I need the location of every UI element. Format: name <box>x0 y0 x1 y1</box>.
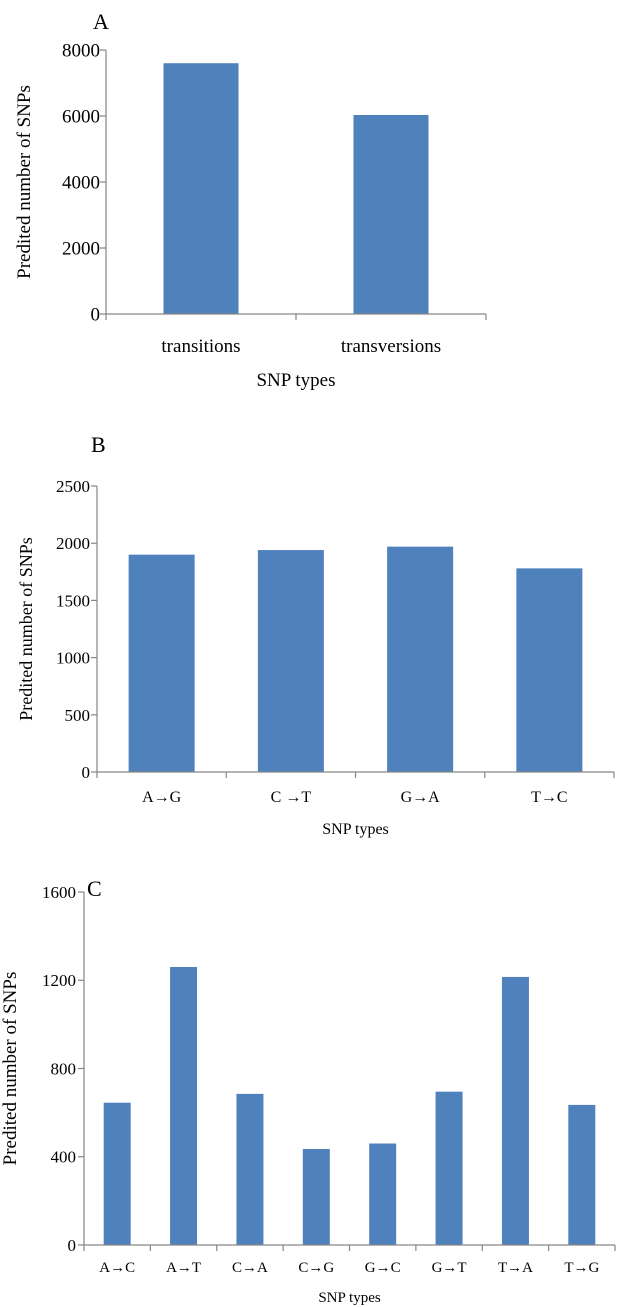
y-tick-label-C-4: 1600 <box>42 883 76 902</box>
x-tick-label-C-4: C→G <box>298 1260 334 1276</box>
bar-B-4 <box>516 568 583 772</box>
bar-C-7 <box>501 976 529 1245</box>
x-tick-label-C-5: G→C <box>365 1260 401 1276</box>
y-axis-title-A: Predited number of SNPs <box>14 85 35 279</box>
x-tick-label-C-3: C→A <box>232 1260 268 1276</box>
x-tick-label-C-2: A→T <box>166 1260 201 1276</box>
y-tick-label-A-2: 4000 <box>62 173 100 194</box>
x-tick-label-C-6: G→T <box>432 1260 467 1276</box>
y-tick-label-A-0: 0 <box>91 305 101 326</box>
x-tick-label-C-1: A→C <box>99 1260 135 1276</box>
y-tick-label-A-4: 8000 <box>62 41 100 62</box>
bar-C-1 <box>103 1102 131 1245</box>
bar-B-2 <box>257 550 324 772</box>
x-axis-title-C: SNP types <box>318 1290 381 1306</box>
bar-A-2 <box>353 115 429 314</box>
y-tick-label-B-0: 0 <box>82 763 91 782</box>
bar-C-3 <box>236 1093 264 1245</box>
y-tick-label-C-2: 800 <box>51 1059 77 1078</box>
bar-A-1 <box>163 63 239 315</box>
bar-B-3 <box>387 546 454 772</box>
y-axis-title-B: Predited number of SNPs <box>16 537 36 721</box>
bar-C-2 <box>170 967 198 1245</box>
y-tick-label-B-4: 2000 <box>56 534 90 553</box>
x-tick-label-B-1: A→G <box>142 789 182 806</box>
x-tick-label-B-4: T→C <box>531 789 567 806</box>
y-tick-label-B-3: 1500 <box>56 591 90 610</box>
x-tick-label-C-7: T→A <box>498 1260 533 1276</box>
x-tick-label-C-8: T→G <box>564 1260 599 1276</box>
y-tick-label-B-1: 500 <box>65 706 91 725</box>
y-tick-label-C-1: 400 <box>51 1148 77 1167</box>
panel-C-label: C <box>87 876 102 901</box>
y-tick-label-C-0: 0 <box>68 1236 77 1255</box>
bar-C-5 <box>369 1143 397 1245</box>
y-tick-label-B-2: 1000 <box>56 649 90 668</box>
y-tick-label-A-3: 6000 <box>62 107 100 128</box>
bar-C-4 <box>302 1149 330 1245</box>
bar-C-6 <box>435 1091 463 1245</box>
bar-C-8 <box>568 1104 596 1245</box>
panel-A-label: A <box>93 9 109 34</box>
x-axis-title-A: SNP types <box>256 370 335 391</box>
y-tick-label-A-1: 2000 <box>62 239 100 260</box>
x-axis-title-B: SNP types <box>322 821 389 838</box>
y-axis-title-C: Predited number of SNPs <box>0 972 21 1166</box>
y-tick-label-B-5: 2500 <box>56 477 90 496</box>
x-tick-label-B-2: C →T <box>271 789 312 806</box>
x-tick-label-A-1: transitions <box>161 336 240 357</box>
x-tick-label-A-2: transversions <box>341 336 441 357</box>
x-tick-label-B-3: G→A <box>401 789 441 806</box>
panel-B-label: B <box>91 432 106 457</box>
bar-B-1 <box>128 554 195 772</box>
y-tick-label-C-3: 1200 <box>42 971 76 990</box>
